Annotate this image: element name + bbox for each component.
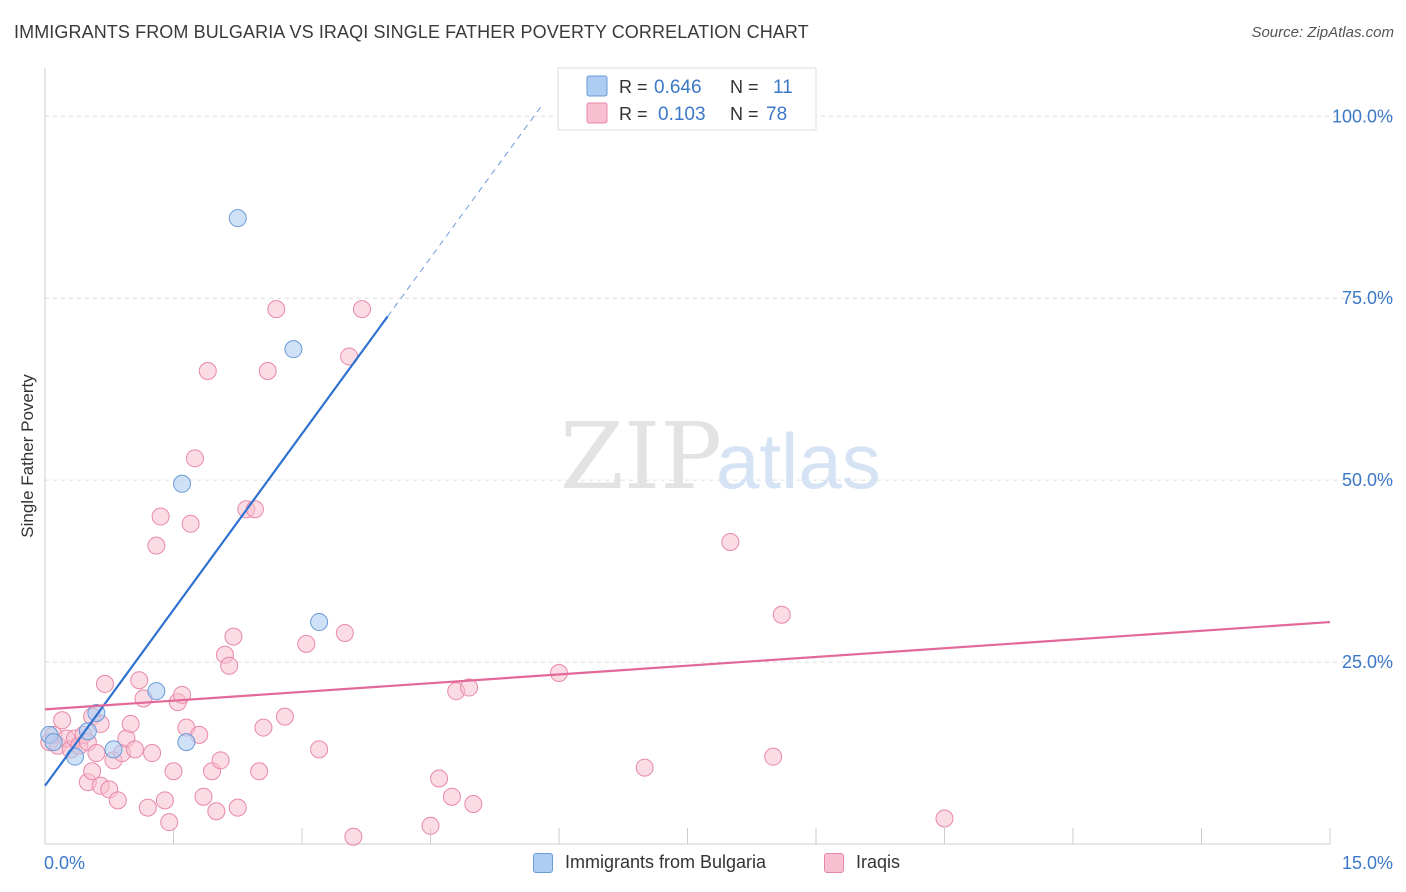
axes (44, 68, 1331, 845)
x-tick-label: 0.0% (44, 853, 85, 873)
iraqis-point (224, 627, 243, 646)
bulgaria-point (177, 733, 196, 752)
iraqis-point (185, 449, 204, 468)
iraqis-point (275, 707, 294, 726)
iraqis-point (721, 533, 740, 552)
iraqis-point (121, 714, 140, 733)
iraqis-point (95, 674, 114, 693)
legend-top-swatch-iraqis (586, 102, 608, 124)
iraqis-points (40, 300, 954, 846)
legend-label-iraqis: Iraqis (856, 852, 901, 872)
bulgaria-point (228, 209, 247, 228)
iraqis-point (83, 762, 102, 781)
legend-n-value-2: 78 (766, 104, 787, 125)
iraqis-point (245, 500, 264, 519)
iraqis-point (297, 634, 316, 653)
trend-lines (44, 105, 1331, 787)
iraqis-point (151, 507, 170, 526)
y-tick-label: 75.0% (1342, 288, 1393, 308)
iraqis-point (164, 762, 183, 781)
iraqis-point (344, 827, 363, 846)
iraqis-point (267, 300, 286, 319)
iraqis-point (147, 536, 166, 555)
iraqis-point (430, 769, 449, 788)
iraqis-point (258, 361, 277, 380)
iraqis-point (335, 623, 354, 642)
bulgaria-point (284, 340, 303, 359)
bulgaria-trend-extension (387, 105, 543, 317)
legend-item-iraqis[interactable]: Iraqis (824, 852, 900, 873)
y-tick-label: 100.0% (1332, 106, 1393, 126)
bulgaria-point (78, 722, 97, 741)
legend-n-value-1: 11 (773, 77, 793, 98)
legend-r-value-2: 0.103 (658, 104, 706, 125)
iraqis-point (181, 514, 200, 533)
bulgaria-trend-line (44, 315, 389, 787)
grid-lines (45, 115, 1395, 663)
bulgaria-point (147, 682, 166, 701)
legend-r-label-2: R = (619, 104, 648, 124)
iraqis-point (143, 744, 162, 763)
iraqis-point (220, 656, 239, 675)
iraqis-point (254, 718, 273, 737)
bulgaria-point (310, 613, 329, 632)
legend-r-label-1: R = (619, 77, 648, 97)
legend-top: R = 0.646 N = 11 R = 0.103 N = 78 (557, 67, 817, 131)
iraqis-point (155, 791, 174, 810)
bulgaria-points (40, 209, 329, 766)
x-tick-label: 15.0% (1342, 853, 1393, 873)
bulgaria-point (104, 740, 123, 759)
watermark-atlas: atlas (716, 417, 881, 505)
legend-item-bulgaria[interactable]: Immigrants from Bulgaria (533, 852, 766, 873)
iraqis-point (635, 758, 654, 777)
iraqis-point (130, 671, 149, 690)
iraqis-point (138, 798, 157, 817)
iraqis-point (421, 816, 440, 835)
iraqis-point (464, 794, 483, 813)
iraqis-point (160, 813, 179, 832)
legend-r-value-1: 0.646 (654, 77, 702, 98)
iraqis-point (198, 361, 217, 380)
iraqis-point (87, 744, 106, 763)
iraqis-point (442, 787, 461, 806)
iraqis-point (310, 740, 329, 759)
bulgaria-point (44, 733, 63, 752)
iraqis-point (228, 798, 247, 817)
source-label: Source: ZipAtlas.com (1251, 24, 1394, 41)
bulgaria-point (173, 474, 192, 493)
y-tick-label: 50.0% (1342, 470, 1393, 490)
legend-top-swatch-bulgaria (586, 75, 608, 97)
iraqis-point (764, 747, 783, 766)
iraqis-point (772, 605, 791, 624)
iraqis-point (108, 791, 127, 810)
iraqis-point (125, 740, 144, 759)
iraqis-point (211, 751, 230, 770)
iraqis-trend-line (44, 620, 1331, 711)
legend-n-label-1: N = (730, 77, 759, 97)
iraqis-point (194, 787, 213, 806)
watermark-zip: ZIP (560, 403, 722, 510)
iraqis-point (935, 809, 954, 828)
bulgaria-point (65, 747, 84, 766)
iraqis-point (53, 711, 72, 730)
legend-swatch-iraqis (824, 852, 844, 873)
legend-label-bulgaria: Immigrants from Bulgaria (565, 852, 767, 872)
legend-bottom: Immigrants from Bulgaria Iraqis (0, 852, 1406, 878)
y-tick-label: 25.0% (1342, 652, 1393, 672)
y-axis-label: Single Father Poverty (18, 374, 37, 538)
iraqis-point (460, 678, 479, 697)
legend-n-label-2: N = (730, 104, 759, 124)
legend-swatch-bulgaria (533, 852, 553, 873)
iraqis-point (352, 300, 371, 319)
chart-title: IMMIGRANTS FROM BULGARIA VS IRAQI SINGLE… (14, 22, 809, 42)
iraqis-point (250, 762, 269, 781)
iraqis-point (207, 802, 226, 821)
tick-labels: 25.0% 50.0% 75.0% 100.0% 0.0% 15.0% (44, 106, 1393, 873)
